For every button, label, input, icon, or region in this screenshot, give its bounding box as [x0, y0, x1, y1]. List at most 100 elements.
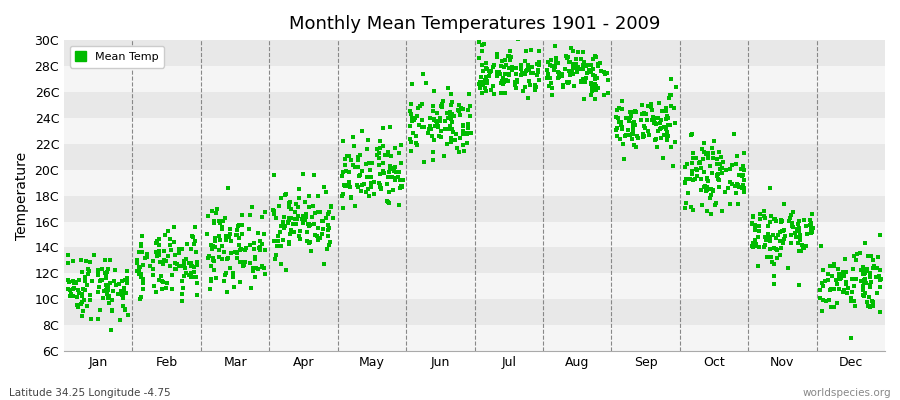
Point	[384, 152, 399, 159]
Point	[444, 102, 458, 108]
Point	[353, 171, 367, 178]
Point	[374, 184, 388, 190]
Point	[356, 180, 371, 187]
Point	[635, 102, 650, 108]
Point	[292, 232, 307, 239]
Point	[372, 155, 386, 161]
Point	[444, 114, 458, 121]
Point	[792, 228, 806, 235]
Point	[301, 221, 315, 227]
Point	[267, 208, 282, 214]
Point	[757, 212, 771, 219]
Point	[830, 299, 844, 306]
Point	[508, 82, 522, 88]
Point	[597, 92, 611, 98]
Point	[829, 277, 843, 283]
Point	[80, 282, 94, 288]
Point	[167, 260, 182, 266]
Point	[846, 266, 860, 272]
Point	[767, 245, 781, 251]
Point	[230, 222, 245, 229]
Point	[201, 213, 215, 219]
Point	[381, 199, 395, 206]
Point	[636, 133, 651, 140]
Point	[367, 190, 382, 197]
Point	[316, 218, 330, 224]
Point	[361, 185, 375, 192]
Point	[443, 108, 457, 115]
Point	[274, 243, 289, 249]
Point	[659, 105, 673, 111]
Point	[70, 294, 85, 300]
Point	[372, 150, 386, 156]
Point	[437, 152, 452, 159]
Point	[482, 73, 496, 80]
Point	[388, 164, 402, 170]
Point	[392, 150, 407, 156]
Point	[614, 120, 628, 126]
Point	[306, 203, 320, 209]
Point	[521, 78, 535, 84]
Point	[490, 73, 504, 79]
Point	[658, 124, 672, 130]
Point	[623, 109, 637, 115]
Point	[188, 248, 202, 255]
Point	[257, 209, 272, 215]
Point	[769, 218, 783, 224]
Point	[444, 91, 458, 98]
Point	[543, 74, 557, 81]
Point	[135, 233, 149, 239]
Point	[508, 70, 523, 77]
Point	[745, 214, 760, 220]
Point	[686, 207, 700, 213]
Point	[358, 189, 373, 196]
Point	[775, 228, 789, 234]
Point	[289, 221, 303, 228]
Point	[227, 284, 241, 290]
Point	[590, 75, 605, 82]
Point	[626, 124, 640, 130]
Point	[814, 243, 828, 250]
Point	[355, 168, 369, 174]
Point	[731, 182, 745, 188]
Point	[707, 137, 722, 144]
Point	[344, 195, 358, 201]
Point	[315, 218, 329, 224]
Point	[695, 146, 709, 152]
Point	[501, 72, 516, 79]
Point	[219, 270, 233, 276]
Point	[487, 62, 501, 68]
Point	[101, 295, 115, 302]
Point	[744, 243, 759, 250]
Point	[176, 262, 191, 268]
Point	[367, 179, 382, 185]
Point	[657, 132, 671, 138]
Point	[81, 271, 95, 277]
Point	[102, 293, 116, 300]
Point	[302, 223, 317, 230]
Point	[175, 246, 189, 252]
Point	[498, 57, 512, 63]
Point	[430, 122, 445, 128]
Point	[732, 183, 746, 190]
Point	[159, 285, 174, 292]
Point	[341, 182, 356, 189]
Point	[67, 284, 81, 291]
Point	[423, 126, 437, 132]
Point	[703, 186, 717, 192]
Legend: Mean Temp: Mean Temp	[69, 46, 165, 68]
Point	[201, 230, 215, 237]
Point	[793, 234, 807, 240]
Point	[566, 61, 580, 67]
Point	[836, 273, 850, 280]
Point	[355, 182, 369, 188]
Point	[856, 264, 870, 270]
Point	[693, 160, 707, 166]
Point	[626, 120, 641, 126]
Point	[680, 190, 695, 197]
Point	[688, 165, 703, 172]
Point	[306, 221, 320, 228]
Point	[584, 92, 598, 98]
Point	[415, 116, 429, 123]
Point	[749, 241, 763, 248]
